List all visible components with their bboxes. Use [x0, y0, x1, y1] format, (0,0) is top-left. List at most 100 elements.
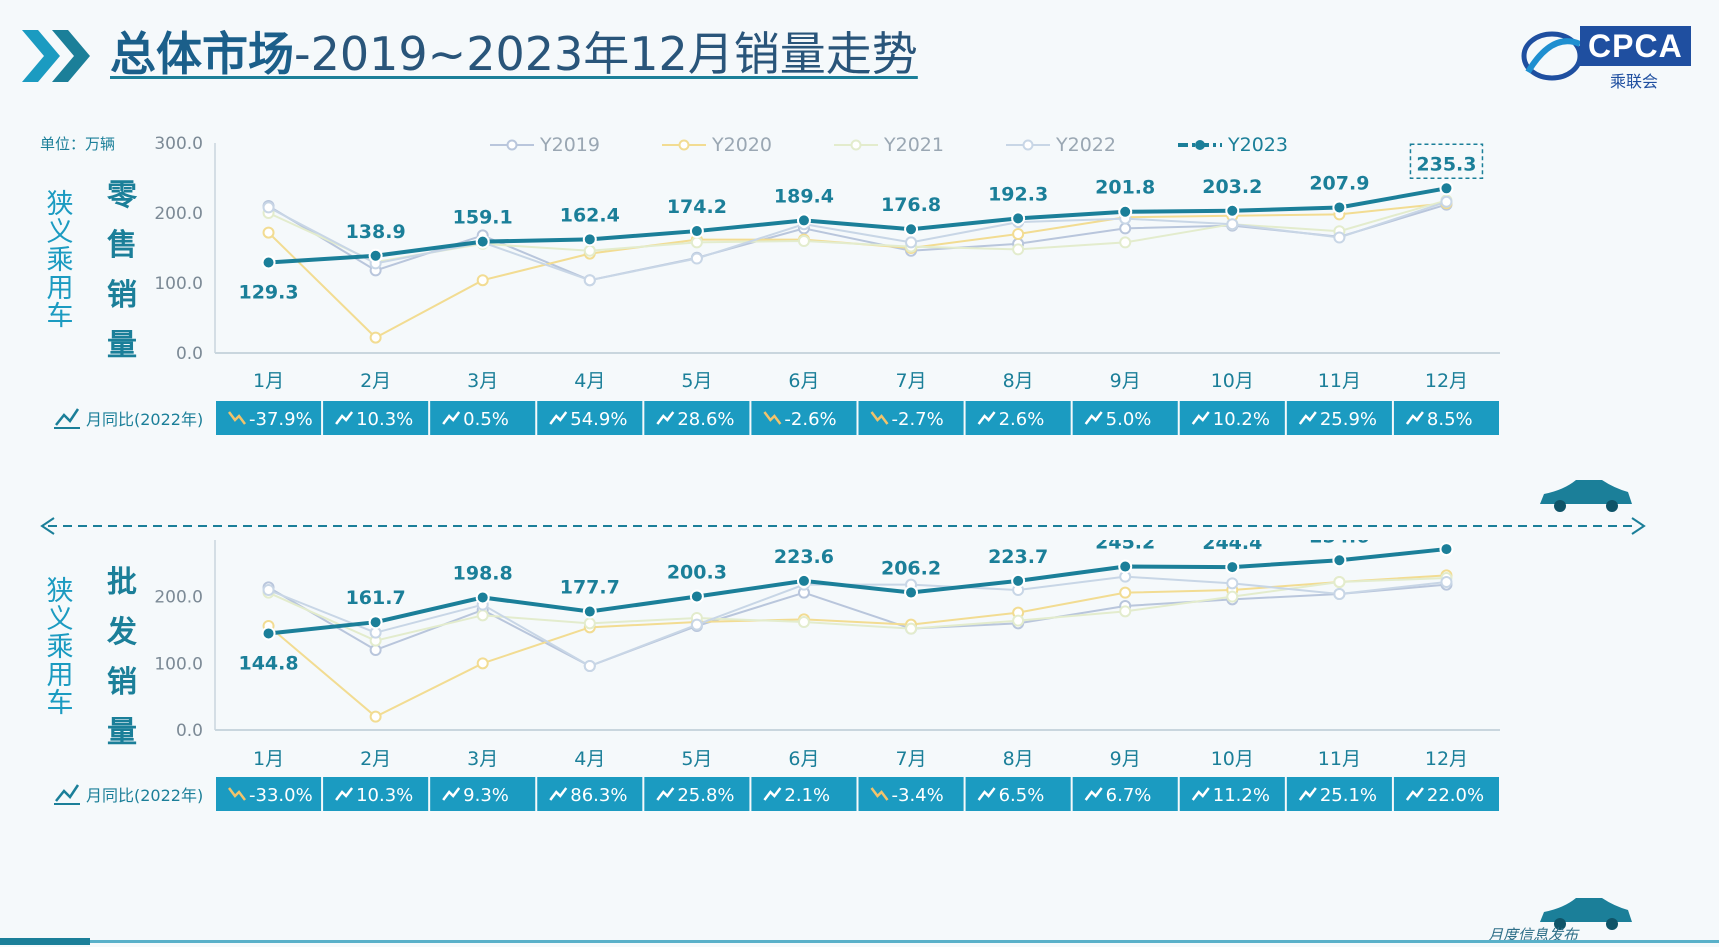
data-point-y2023	[1118, 559, 1133, 574]
x-tick-label: 3月	[467, 748, 498, 770]
data-label: 138.9	[346, 221, 406, 243]
series-line-y2022	[268, 200, 1447, 282]
data-point-y2020	[476, 657, 489, 670]
yoy-value: 25.9%	[1320, 409, 1377, 430]
x-tick-label: 8月	[1003, 370, 1034, 392]
yoy-value: -37.9%	[249, 409, 313, 430]
car-icon	[1540, 898, 1632, 930]
data-label: 235.3	[1416, 153, 1476, 175]
yoy-value: 10.2%	[1213, 409, 1270, 430]
trend-up-icon	[335, 411, 354, 425]
data-point-y2021	[797, 616, 810, 628]
data-label: 254.6	[1309, 540, 1369, 547]
data-point-y2022	[690, 252, 703, 265]
data-label: 176.8	[881, 194, 941, 216]
side-label-char: 车	[47, 301, 74, 332]
data-point-y2023	[1439, 181, 1454, 196]
data-point-y2021	[1119, 236, 1132, 249]
trend-down-icon	[870, 411, 889, 425]
data-point-y2022	[262, 584, 275, 596]
data-point-y2023	[796, 213, 811, 228]
logo-subtext: 乘联会	[1610, 72, 1659, 91]
data-label: 192.3	[988, 183, 1048, 205]
legend-entry: Y2019	[539, 134, 600, 156]
series-line-y2023	[268, 186, 1447, 265]
cpca-logo: CPCA 乘联会	[1518, 22, 1708, 92]
trend-up-icon	[549, 787, 568, 801]
wholesale-sales-chart: 单位：万辆狭义乘用车批发销量0.0100.0200.0300.0Y2019Y20…	[47, 540, 1500, 811]
trend-up-icon	[1084, 787, 1103, 801]
data-label: 189.4	[774, 185, 834, 207]
y-tick-label: 300.0	[154, 134, 203, 154]
data-point-y2023	[582, 232, 597, 247]
data-point-y2021	[583, 617, 596, 630]
legend-entry: Y2023	[1227, 134, 1288, 156]
trend-up-icon	[763, 787, 782, 801]
trend-up-icon	[977, 787, 996, 801]
legend-marker	[506, 139, 518, 151]
logo-text: CPCA	[1580, 26, 1691, 66]
data-label: 201.8	[1095, 177, 1155, 199]
trend-up-icon	[656, 787, 675, 801]
side-label-char: 狭	[47, 189, 74, 220]
data-point-y2021	[797, 235, 810, 247]
series-line-y2019	[268, 583, 1447, 668]
trend-up-icon	[1298, 787, 1317, 801]
y-tick-label: 0.0	[176, 344, 203, 364]
metric-label-char: 销	[107, 278, 137, 313]
side-label-char: 狭	[47, 576, 74, 607]
data-point-y2019	[1119, 222, 1132, 235]
data-point-y2021	[1226, 590, 1239, 603]
trend-up-icon	[1298, 411, 1317, 425]
double-chevron-icon	[22, 30, 90, 82]
metric-label-char: 发	[106, 615, 137, 650]
yoy-row-label: 月同比(2022年)	[86, 410, 203, 429]
x-tick-label: 3月	[467, 370, 498, 392]
trend-up-icon	[656, 411, 675, 425]
metric-label-char: 销	[107, 665, 137, 700]
data-point-y2023	[1439, 542, 1454, 557]
metric-label-char: 量	[107, 328, 137, 363]
yoy-value: 54.9%	[570, 409, 627, 430]
x-tick-label: 9月	[1110, 370, 1141, 392]
x-tick-label: 10月	[1211, 370, 1254, 392]
trend-up-icon	[1405, 411, 1424, 425]
x-tick-label: 11月	[1318, 370, 1361, 392]
x-tick-label: 5月	[681, 748, 712, 770]
data-label: 177.7	[560, 577, 620, 599]
y-tick-label: 300.0	[154, 540, 203, 541]
data-point-y2023	[261, 626, 276, 641]
yoy-value: 25.1%	[1320, 785, 1377, 806]
data-point-y2022	[1226, 218, 1239, 231]
x-tick-label: 8月	[1003, 748, 1034, 770]
metric-label-char: 零	[107, 178, 138, 213]
series-line-y2020	[267, 574, 1447, 718]
yoy-value: 10.3%	[356, 785, 413, 806]
data-point-y2023	[904, 222, 919, 237]
legend-entry: Y2022	[1055, 134, 1116, 156]
data-label: 144.8	[238, 652, 298, 674]
data-point-y2023	[582, 604, 597, 619]
trend-up-icon	[335, 787, 354, 801]
data-point-y2020	[1012, 228, 1025, 240]
data-point-y2022	[583, 274, 596, 287]
legend-marker	[1022, 139, 1034, 151]
data-point-y2020	[369, 331, 382, 344]
data-label: 203.2	[1202, 176, 1262, 198]
trend-up-icon	[549, 411, 568, 425]
data-label: 200.3	[667, 561, 727, 583]
legend-entry: Y2020	[711, 134, 772, 156]
metric-label-char: 售	[107, 228, 137, 263]
data-point-y2023	[1118, 204, 1133, 219]
data-point-y2021	[1012, 614, 1025, 627]
data-point-y2020	[1119, 586, 1132, 599]
data-point-y2022	[583, 660, 596, 672]
data-label: 129.3	[238, 281, 298, 303]
trend-down-icon	[763, 411, 782, 425]
yoy-value: -2.6%	[784, 409, 836, 430]
yoy-value: 11.2%	[1213, 785, 1270, 806]
metric-label-char: 量	[107, 715, 137, 750]
header: 总体市场-2019~2023年12月销量走势 CPCA 乘联会	[0, 0, 1719, 110]
yoy-value: 10.3%	[356, 409, 413, 430]
x-tick-label: 6月	[788, 370, 819, 392]
